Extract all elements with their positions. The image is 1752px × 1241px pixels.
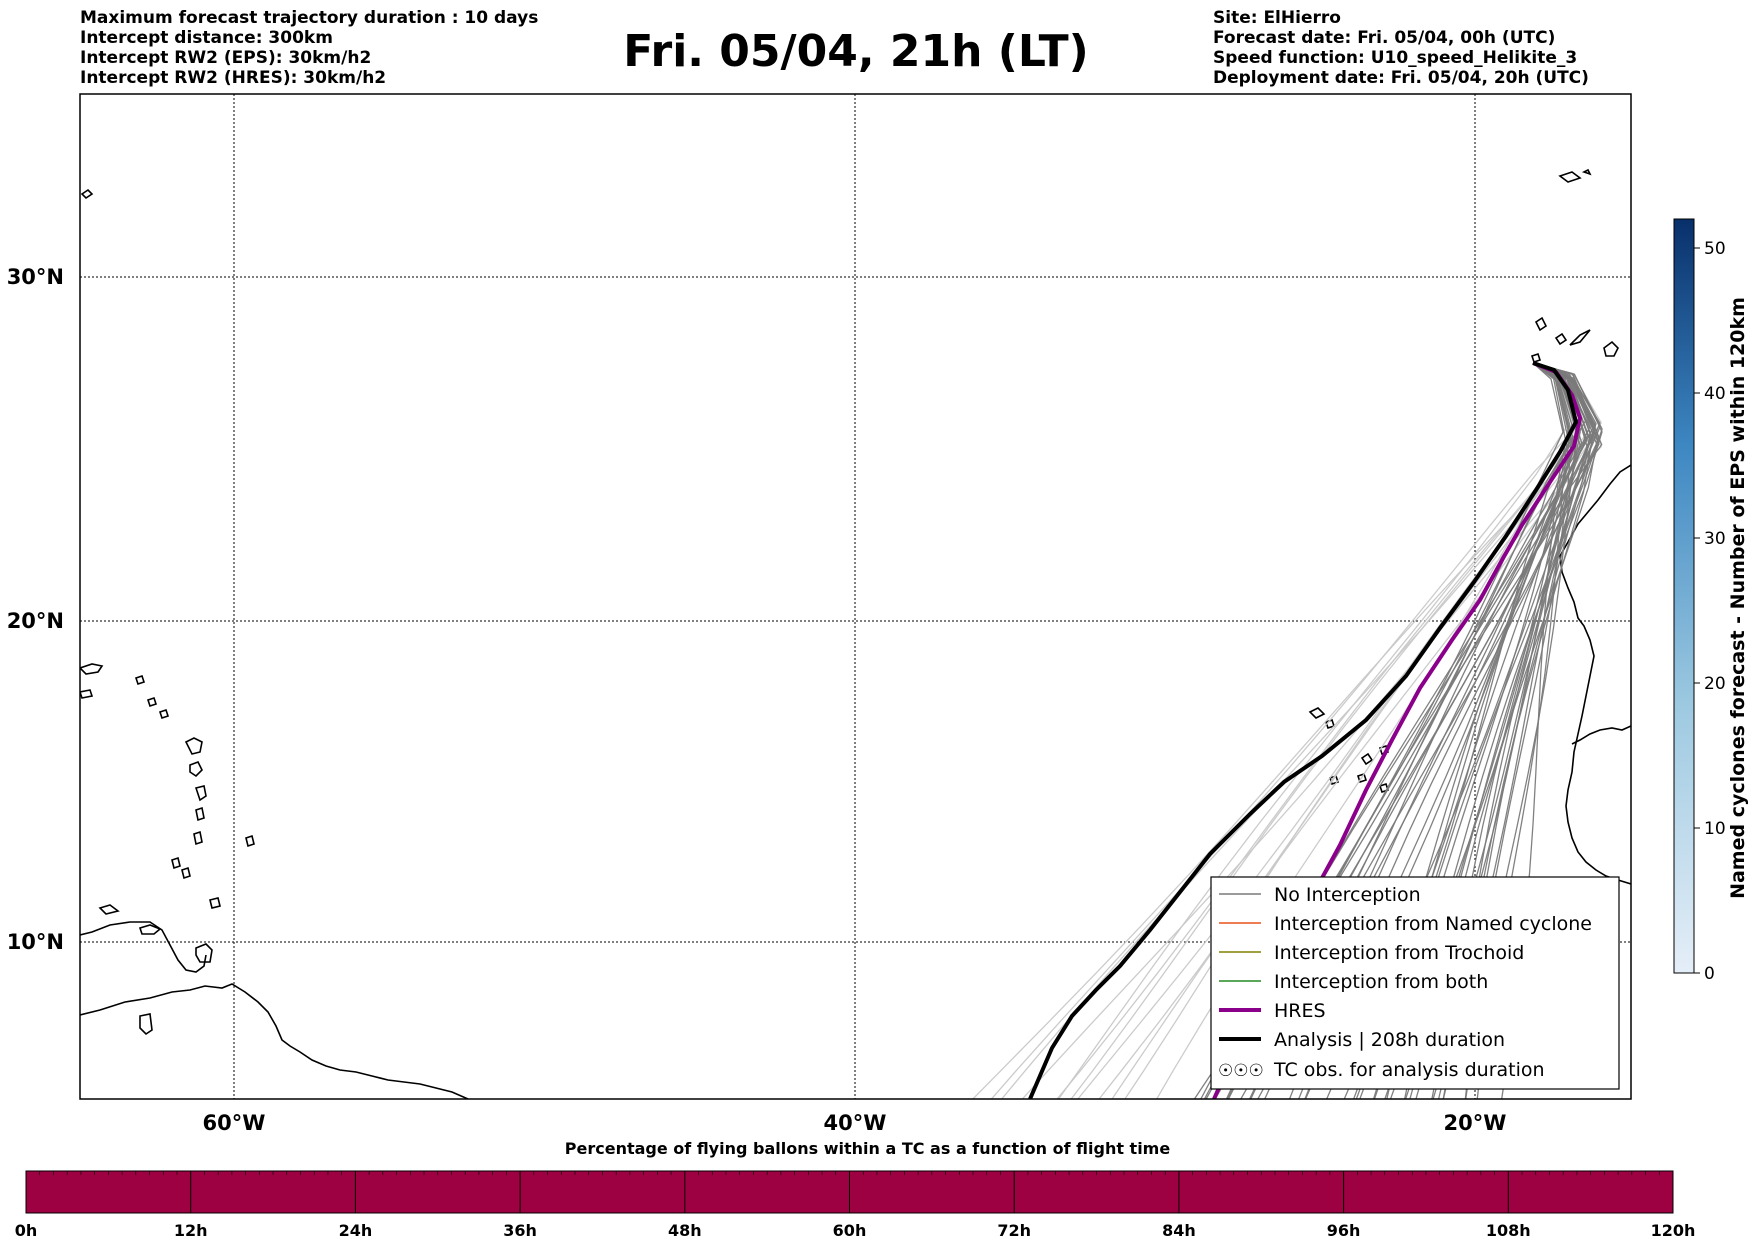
island-14 [134,674,146,686]
colorbar-title: Named cyclones forecast - Number of EPS … [1727,297,1749,899]
colorbar-tick-label: 10 [1704,819,1726,839]
flight-time-tick-label: 60h [833,1221,867,1240]
legend-swatch-tc-obs: ☉☉☉ [1218,1061,1264,1081]
canary-la-palma [1534,316,1548,332]
param-intercept-hres: Intercept RW2 (HRES): 30km/h2 [80,68,387,88]
flight-time-bar: 0h 12h 24h 36h 48h 60h 72h 84h 96h 108h 120h [15,1170,1696,1240]
africa-bight [1571,725,1631,745]
param-max-duration: Maximum forecast trajectory duration : 1… [80,8,539,28]
island-13 [80,689,94,699]
island-16 [158,708,170,720]
island-18 [80,188,94,200]
colorbar-tick-label: 30 [1704,529,1726,549]
island-5 [193,830,203,846]
faint-trajectory [1021,362,1602,1099]
colorbar-tick-label: 20 [1704,674,1726,694]
legend-label-trochoid: Interception from Trochoid [1274,942,1524,964]
flight-time-tick-label: 84h [1162,1221,1196,1240]
forecast-parameters: Maximum forecast trajectory duration : 1… [80,8,538,88]
island-4 [195,806,205,822]
island-1 [184,737,203,755]
flight-time-tick-label: 108h [1486,1221,1531,1240]
flight-time-tick-label: 12h [174,1221,208,1240]
flight-time-tick-label: 72h [997,1221,1031,1240]
legend-label-no-interception: No Interception [1274,884,1421,906]
colorbar-gradient [1673,218,1695,974]
colorbar-ticks: 0 10 20 30 40 50 [1694,239,1726,984]
south-america-coast [80,983,469,1099]
cyclone-colorbar: 0 10 20 30 40 50 [1673,218,1726,984]
madeira-porto-santo [1581,168,1592,176]
island-8 [245,834,255,848]
deployment-date: Deployment date: Fri. 05/04, 20h (UTC) [1213,68,1589,88]
lon-label-60w: 60°W [203,1111,266,1135]
lon-label-40w: 40°W [824,1111,887,1135]
param-intercept-distance: Intercept distance: 300km [80,28,333,48]
island-15 [146,696,158,708]
colorbar-title-container: Named cyclones forecast - Number of EPS … [1724,218,1752,978]
analysis-trajectory [1028,361,1579,1099]
colorbar-tick-label: 40 [1704,384,1726,404]
legend-label-analysis: Analysis | 208h duration [1274,1029,1505,1051]
madeira-island [1558,171,1582,183]
map-frame [79,93,1632,1100]
flight-time-ticks: 0h 12h 24h 36h 48h 60h 72h 84h 96h 108h 120h [15,1171,1696,1240]
island-12 [80,663,104,675]
legend-label-tc-obs: TC obs. for analysis duration [1273,1059,1545,1081]
canary-el-hierro [1530,352,1542,364]
speed-function: Speed function: U10_speed_Helikite_3 [1213,48,1578,68]
flight-time-tick-label: 24h [339,1221,373,1240]
canary-lanzarote [1603,340,1619,357]
legend-label-hres: HRES [1274,1000,1326,1022]
lon-label-20w: 20°W [1444,1111,1507,1135]
venezuela-gulf [80,921,207,973]
forecast-date: Forecast date: Fri. 05/04, 00h (UTC) [1213,28,1556,48]
coastlines [80,168,1631,1099]
island-7 [171,856,181,870]
param-intercept-eps: Intercept RW2 (EPS): 30km/h2 [80,48,372,68]
flight-time-title: Percentage of flying ballons within a TC… [564,1139,1171,1158]
flight-time-tick-label: 120h [1651,1221,1696,1240]
flight-time-tick-label: 0h [15,1221,38,1240]
island-9 [209,897,221,909]
island-11 [98,904,120,915]
legend-label-both: Interception from both [1274,971,1488,993]
island-17 [139,1013,153,1036]
legend-label-named-cyclone: Interception from Named cyclone [1274,913,1592,935]
lat-label-30n: 30°N [7,265,64,289]
colorbar-tick-label: 50 [1704,239,1726,259]
faint-trajectory [990,362,1583,1099]
site-info: Site: ElHierro Forecast date: Fri. 05/04… [1213,8,1589,88]
cape-verde-1 [1308,707,1326,719]
site-name: Site: ElHierro [1213,8,1341,28]
lat-label-10n: 10°N [7,930,64,954]
flight-time-tick-label: 36h [503,1221,537,1240]
island-10 [138,924,162,935]
lat-label-20n: 20°N [7,609,64,633]
colorbar-tick-label: 0 [1704,964,1715,984]
faint-trajectory [1111,362,1601,1099]
africa-coast [1559,464,1631,885]
map-legend: No Interception Interception from Named … [1210,876,1620,1090]
legend-box [1210,876,1620,1090]
map-title: Fri. 05/04, 21h (LT) [623,26,1089,77]
island-3 [194,785,207,802]
canary-gran-canaria [1569,329,1591,346]
flight-time-tick-label: 96h [1327,1221,1361,1240]
flight-time-tick-label: 48h [668,1221,702,1240]
cape-verde-3 [1360,752,1374,766]
island-2 [189,760,203,778]
canary-tenerife [1554,332,1568,346]
trinidad-island [195,943,213,963]
island-6 [181,866,191,880]
faint-trajectory [1057,362,1569,1099]
